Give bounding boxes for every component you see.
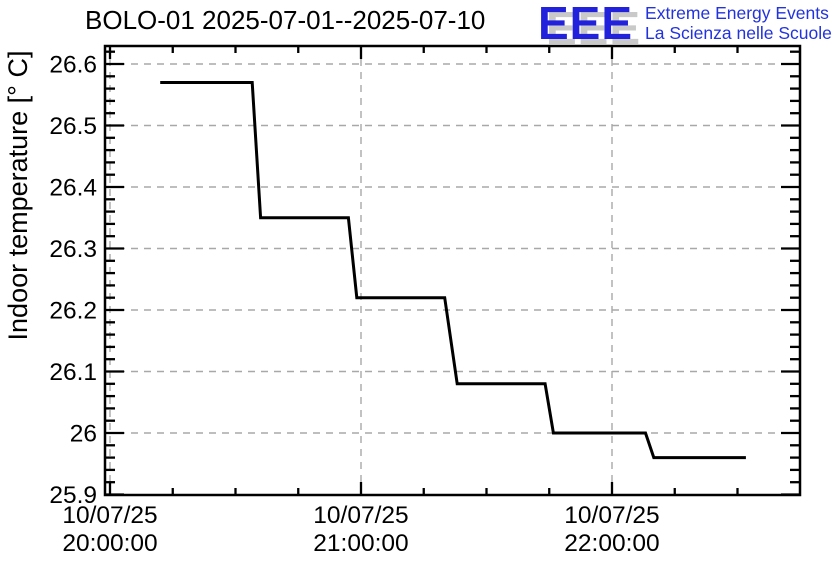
plot-frame (103, 44, 802, 497)
x-tick-label-date: 10/07/25 (564, 502, 659, 529)
eee-logo-line2: La Scienza nelle Scuole (645, 22, 832, 43)
chart-title: BOLO-01 2025-07-01--2025-07-10 (85, 5, 486, 35)
y-axis-title: Indoor temperature [° C] (3, 50, 33, 341)
x-tick-label-date: 10/07/25 (313, 502, 408, 529)
eee-logo-line1: Extreme Energy Events (645, 3, 829, 23)
y-tick-label: 25.9 (49, 482, 97, 509)
x-tick-label-time: 20:00:00 (62, 530, 157, 557)
eee-logo-text: Extreme Energy Events La Scienza nelle S… (645, 3, 832, 43)
x-tick-label-date: 10/07/25 (62, 502, 157, 529)
y-tick-label: 26.5 (49, 113, 97, 140)
y-tick-label: 26.6 (49, 52, 97, 79)
temperature-line (160, 81, 746, 460)
x-tick-label-time: 21:00:00 (313, 530, 408, 557)
y-tick-label: 26.1 (49, 359, 97, 386)
eee-logo-acronym: EEE (538, 0, 634, 49)
y-tick-label: 26.3 (49, 236, 97, 263)
y-tick-label: 26.4 (49, 175, 97, 202)
x-tick-label-time: 22:00:00 (564, 530, 659, 557)
y-tick-label: 26.2 (49, 298, 97, 325)
eee-logo: EEE Extreme Energy Events La Scienza nel… (538, 0, 832, 49)
y-tick-label: 26 (70, 421, 97, 448)
